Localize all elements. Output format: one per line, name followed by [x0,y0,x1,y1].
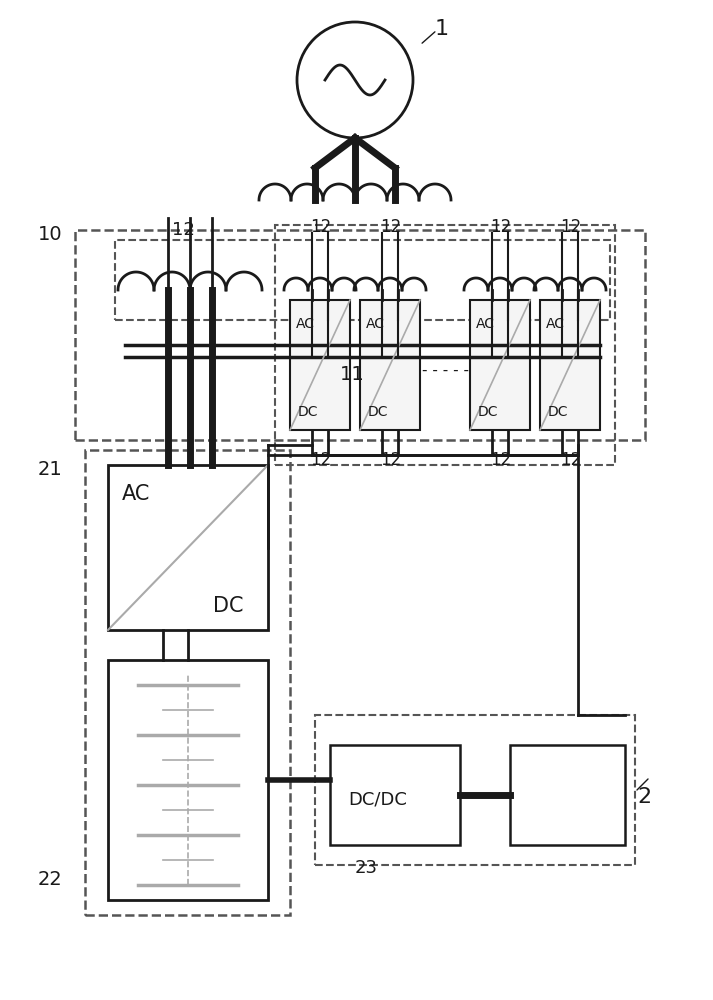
Text: DC: DC [213,596,244,616]
Text: 23: 23 [355,859,378,877]
Bar [85,450,290,915]
Bar [290,300,350,430]
Text: 12: 12 [310,451,332,469]
Text: 12: 12 [380,218,401,236]
Bar [108,465,268,630]
Text: 2: 2 [637,787,651,807]
Text: 12: 12 [560,451,581,469]
Bar [275,225,615,465]
Bar [315,715,635,865]
Bar [108,660,268,900]
Text: 1: 1 [435,19,449,39]
Text: DC: DC [298,405,319,419]
Text: 21: 21 [38,460,63,479]
Text: 12: 12 [560,218,581,236]
Text: 22: 22 [38,870,63,889]
Text: DC: DC [368,405,389,419]
Bar [510,745,625,845]
Bar [115,240,610,320]
Text: DC/DC: DC/DC [348,791,407,809]
Bar [540,300,600,430]
Text: AC: AC [366,317,385,331]
Text: 11: 11 [340,365,365,384]
Text: AC: AC [546,317,565,331]
Text: 12: 12 [490,451,511,469]
Bar [470,300,530,430]
Text: 10: 10 [38,225,63,244]
Text: 12: 12 [380,451,401,469]
Text: DC: DC [478,405,498,419]
Bar [330,745,460,845]
Bar [75,230,645,440]
Text: DC: DC [548,405,568,419]
Text: 12: 12 [172,221,195,239]
Text: 12: 12 [490,218,511,236]
Bar [360,300,420,430]
Text: AC: AC [296,317,315,331]
Text: AC: AC [122,484,150,504]
Text: - - - - -: - - - - - [421,363,468,378]
Text: AC: AC [476,317,495,331]
Text: 12: 12 [310,218,332,236]
